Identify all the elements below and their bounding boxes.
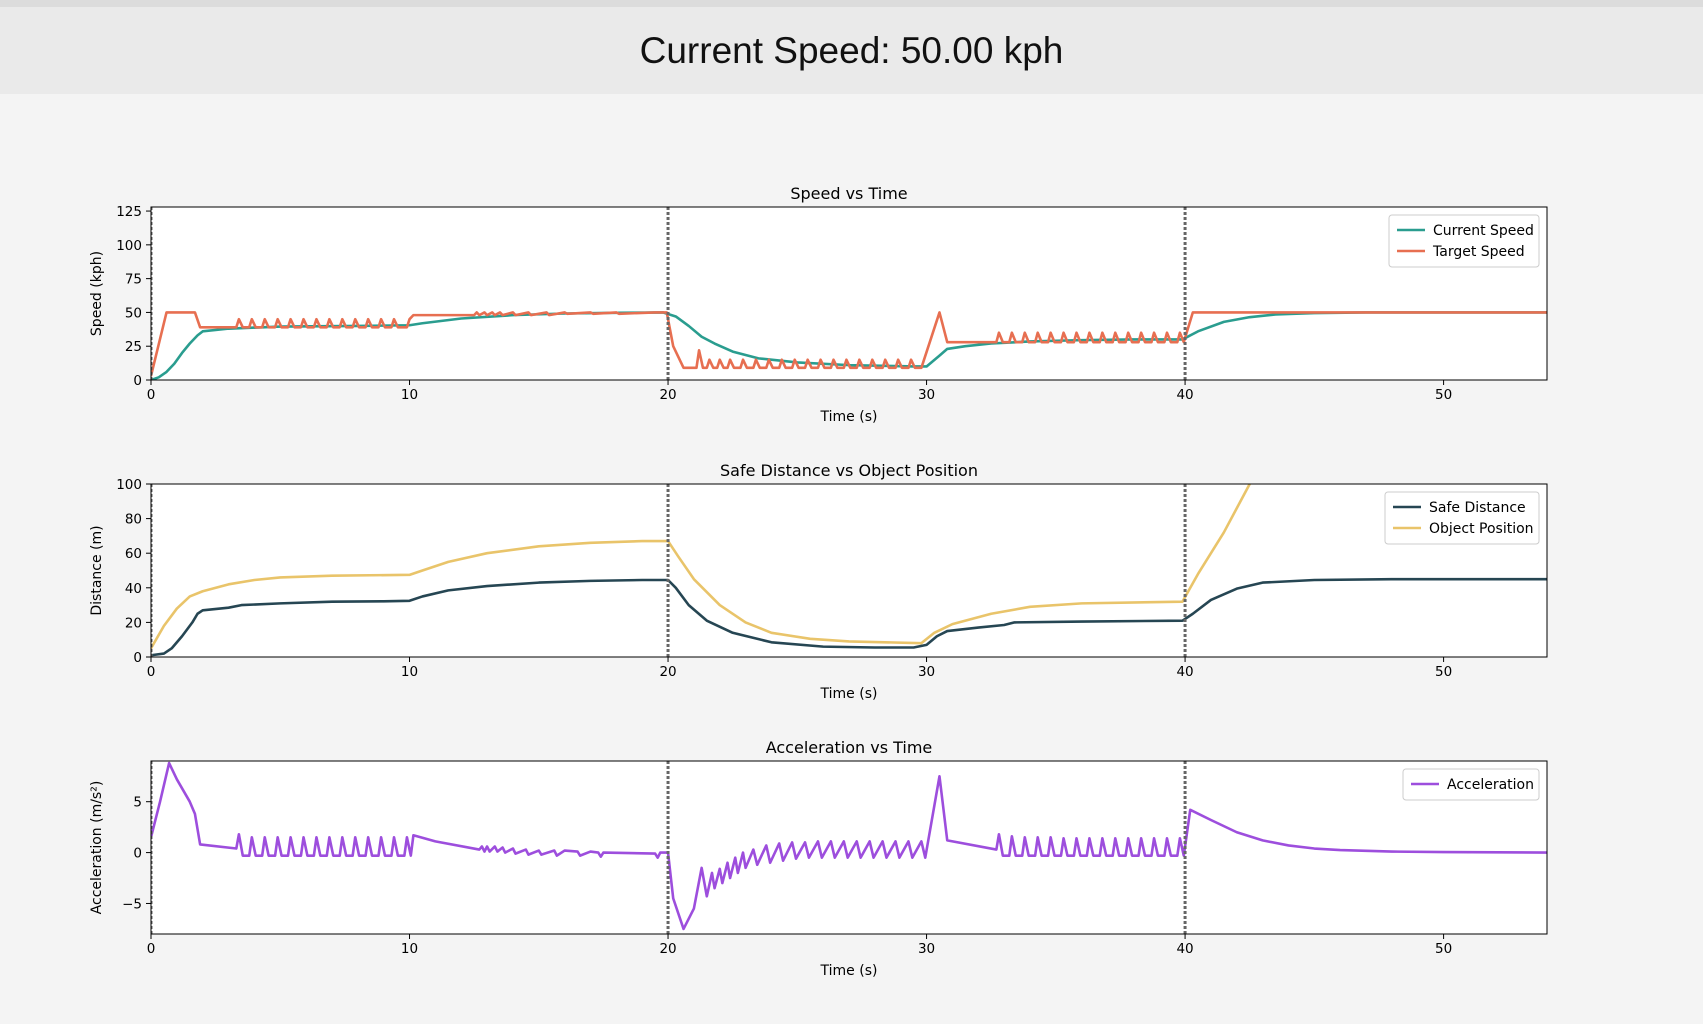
x-tick-label: 30 <box>918 941 935 957</box>
legend-label: Current Speed <box>1433 223 1534 239</box>
plot-area <box>151 207 1547 380</box>
x-tick-label: 20 <box>659 941 676 957</box>
plot-area <box>151 484 1547 657</box>
legend-label: Safe Distance <box>1429 500 1526 516</box>
x-axis-label: Time (s) <box>820 963 878 979</box>
y-tick-label: 5 <box>133 795 142 811</box>
x-tick-label: 40 <box>1176 941 1193 957</box>
y-tick-label: 100 <box>116 477 142 493</box>
plot-frame <box>150 206 1548 381</box>
x-tick-label: 10 <box>401 941 418 957</box>
y-tick-label: 60 <box>125 546 142 562</box>
x-tick-label: 40 <box>1176 664 1193 680</box>
legend: Acceleration <box>1402 768 1540 801</box>
x-tick-label: 20 <box>659 664 676 680</box>
y-tick-label: 0 <box>133 373 142 389</box>
plot-lines <box>151 484 1547 657</box>
legend-box <box>1384 491 1540 545</box>
y-tick-label: 0 <box>133 846 142 862</box>
chart-title: Acceleration vs Time <box>766 738 933 757</box>
series-line <box>151 484 1252 649</box>
plot-lines <box>151 207 1547 380</box>
y-tick-label: 125 <box>116 204 142 220</box>
y-tick-label: 100 <box>116 238 142 254</box>
legend-label: Target Speed <box>1432 244 1525 260</box>
y-tick-label: 80 <box>125 512 142 528</box>
header-bar: Current Speed: 50.00 kph <box>0 7 1703 94</box>
plot-area <box>151 761 1547 934</box>
x-tick-label: 40 <box>1176 387 1193 403</box>
legend-box <box>1388 214 1540 268</box>
legend-box <box>1402 768 1540 801</box>
y-tick-label: −5 <box>122 896 142 912</box>
x-tick-label: 20 <box>659 387 676 403</box>
x-tick-label: 0 <box>147 387 156 403</box>
x-tick-label: 10 <box>401 387 418 403</box>
y-tick-label: 20 <box>125 615 142 631</box>
x-tick-label: 0 <box>147 664 156 680</box>
x-tick-label: 50 <box>1435 387 1452 403</box>
x-tick-label: 30 <box>918 664 935 680</box>
x-tick-label: 50 <box>1435 941 1452 957</box>
y-tick-label: 25 <box>125 339 142 355</box>
plot-lines <box>151 761 1547 934</box>
x-axis-label: Time (s) <box>820 686 878 702</box>
x-tick-label: 50 <box>1435 664 1452 680</box>
y-tick-label: 75 <box>125 272 142 288</box>
y-tick-label: 50 <box>125 305 142 321</box>
top-strip <box>0 0 1703 7</box>
series-line <box>151 311 1547 377</box>
chart-1: 0 10 20 30 40 50 0 25 50 75 100 125 Speed vs Time Tim… <box>89 184 1548 425</box>
series-line <box>151 577 1547 657</box>
page-title: Current Speed: 50.00 kph <box>639 29 1064 71</box>
x-tick-label: 30 <box>918 387 935 403</box>
y-axis-label: Distance (m) <box>89 525 105 615</box>
x-tick-label: 10 <box>401 664 418 680</box>
series-line <box>151 761 1547 931</box>
x-axis-label: Time (s) <box>820 409 878 425</box>
legend: Safe Distance Object Position <box>1384 491 1540 545</box>
y-axis-label: Speed (kph) <box>89 251 105 336</box>
x-tick-label: 0 <box>147 941 156 957</box>
legend: Current Speed Target Speed <box>1388 214 1540 268</box>
y-tick-label: 40 <box>125 581 142 597</box>
plot-frame <box>150 483 1548 658</box>
y-axis-label: Acceleration (m/s²) <box>89 781 105 915</box>
plot-frame <box>150 760 1548 935</box>
y-tick-label: 0 <box>133 650 142 666</box>
chart-2: 0 10 20 30 40 50 0 20 40 60 80 100 Safe Distance vs … <box>89 461 1548 702</box>
legend-label: Acceleration <box>1447 777 1534 793</box>
chart-title: Speed vs Time <box>790 184 907 203</box>
chart-3: 0 10 20 30 40 50 −5 0 5 Acceleration vs Time Time … <box>89 738 1548 979</box>
legend-label: Object Position <box>1429 521 1534 537</box>
chart-title: Safe Distance vs Object Position <box>720 461 978 480</box>
